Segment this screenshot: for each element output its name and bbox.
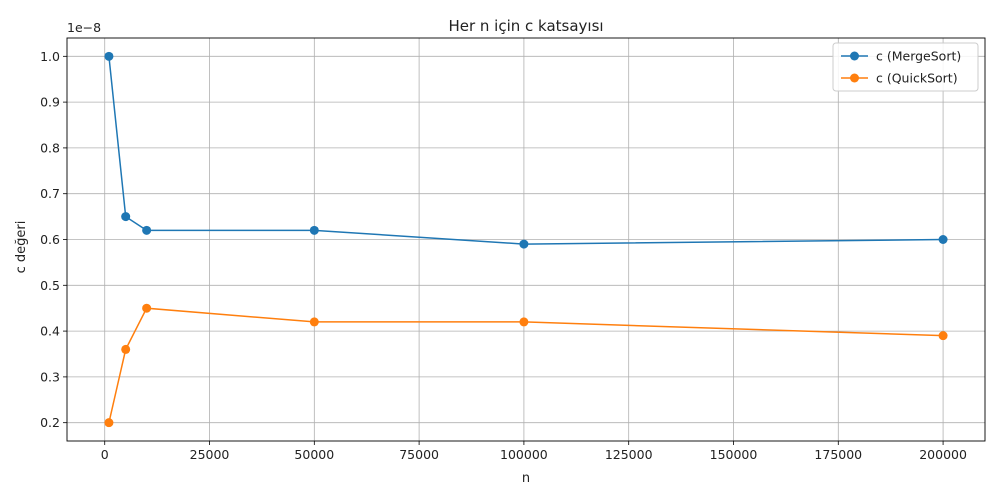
data-point: [519, 239, 529, 249]
x-tick-label: 175000: [814, 447, 862, 462]
y-tick-label: 0.9: [40, 95, 60, 110]
legend-label-mergesort: c (MergeSort): [876, 49, 961, 64]
y-axis-label: c değeri: [14, 221, 29, 274]
x-tick-label: 50000: [294, 447, 334, 462]
y-axis-ticks: 0.2 0.3 0.4 0.5 0.6 0.7 0.8 0.9 1.0: [40, 49, 67, 430]
y-tick-label: 0.7: [40, 186, 60, 201]
legend: c (MergeSort) c (QuickSort): [832, 42, 979, 92]
y-tick-label: 0.2: [40, 415, 60, 430]
series-mergesort: [104, 51, 948, 249]
legend-frame: [832, 42, 979, 92]
x-tick-label: 125000: [605, 447, 653, 462]
series-quicksort: [104, 303, 948, 428]
data-point: [104, 51, 114, 61]
x-axis-label: n: [522, 471, 530, 486]
chart-title: Her n için c katsayısı: [448, 17, 603, 35]
y-tick-label: 0.4: [40, 324, 60, 339]
x-tick-label: 75000: [399, 447, 439, 462]
x-tick-label: 200000: [919, 447, 967, 462]
data-point: [309, 225, 319, 235]
data-point: [938, 331, 948, 341]
data-point: [121, 212, 131, 222]
y-tick-label: 0.8: [40, 140, 60, 155]
x-tick-label: 0: [101, 447, 109, 462]
x-tick-label: 100000: [500, 447, 548, 462]
legend-marker-quicksort: [850, 73, 859, 83]
y-scale-multiplier: 1e−8: [67, 20, 101, 35]
data-point: [938, 235, 948, 244]
x-axis-ticks: 0 25000 50000 75000 100000 125000 150000 175000…: [101, 441, 967, 462]
data-point: [121, 344, 131, 354]
legend-label-quicksort: c (QuickSort): [876, 71, 958, 86]
y-tick-label: 0.6: [40, 232, 60, 247]
series-layer: [104, 51, 948, 428]
data-point: [519, 317, 529, 327]
data-point: [104, 418, 114, 428]
grid-lines: [67, 38, 985, 441]
data-point: [309, 317, 319, 327]
series-line: [108, 56, 944, 245]
y-tick-label: 0.5: [40, 278, 60, 293]
data-point: [142, 225, 152, 235]
data-point: [142, 303, 152, 313]
x-tick-label: 150000: [710, 447, 758, 462]
y-tick-label: 0.3: [40, 369, 60, 384]
x-tick-label: 25000: [190, 447, 230, 462]
series-line: [108, 307, 944, 423]
y-tick-label: 1.0: [40, 49, 60, 64]
legend-marker-mergesort: [850, 51, 859, 61]
